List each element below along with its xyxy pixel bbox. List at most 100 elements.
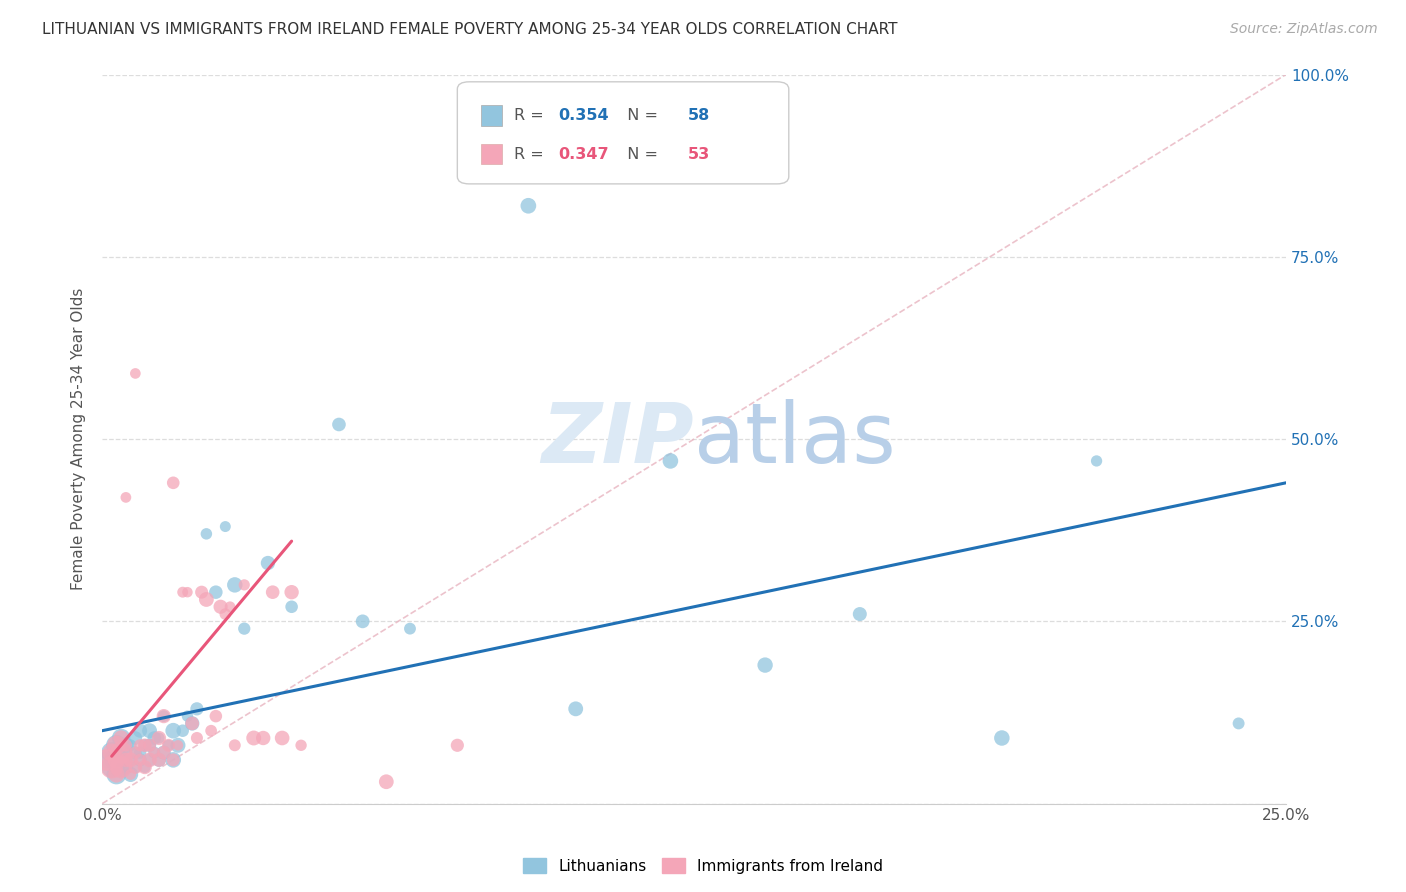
Legend: Lithuanians, Immigrants from Ireland: Lithuanians, Immigrants from Ireland bbox=[517, 852, 889, 880]
Point bbox=[152, 709, 174, 723]
Point bbox=[242, 731, 264, 745]
Point bbox=[233, 578, 256, 592]
Point bbox=[129, 746, 152, 760]
Text: 58: 58 bbox=[688, 108, 710, 123]
Text: R =: R = bbox=[515, 146, 548, 161]
Point bbox=[138, 739, 160, 753]
Text: atlas: atlas bbox=[695, 399, 896, 480]
Point bbox=[110, 731, 132, 745]
Text: 53: 53 bbox=[688, 146, 710, 161]
Bar bbox=[481, 144, 502, 164]
Point bbox=[152, 709, 174, 723]
Point bbox=[162, 753, 184, 767]
Y-axis label: Female Poverty Among 25-34 Year Olds: Female Poverty Among 25-34 Year Olds bbox=[72, 288, 86, 591]
Point bbox=[134, 739, 156, 753]
Point bbox=[115, 760, 138, 774]
Text: 0.354: 0.354 bbox=[558, 108, 609, 123]
Point bbox=[517, 199, 540, 213]
Point bbox=[124, 760, 146, 774]
Point bbox=[172, 585, 194, 599]
Point bbox=[110, 760, 132, 774]
Point bbox=[157, 739, 180, 753]
Point bbox=[100, 746, 122, 760]
Point bbox=[446, 739, 468, 753]
Point bbox=[120, 753, 142, 767]
Point bbox=[148, 731, 170, 745]
Point bbox=[233, 622, 256, 636]
Point bbox=[143, 746, 166, 760]
Point bbox=[167, 739, 190, 753]
Point bbox=[120, 767, 142, 781]
Point bbox=[105, 753, 128, 767]
Point bbox=[148, 753, 170, 767]
Point bbox=[991, 731, 1014, 745]
Point bbox=[214, 607, 236, 621]
Point bbox=[849, 607, 872, 621]
Point bbox=[110, 746, 132, 760]
Point bbox=[129, 753, 152, 767]
FancyBboxPatch shape bbox=[457, 82, 789, 184]
Point bbox=[110, 760, 132, 774]
Point bbox=[124, 731, 146, 745]
Point bbox=[257, 556, 280, 570]
Point bbox=[115, 739, 138, 753]
Point bbox=[143, 731, 166, 745]
Point bbox=[190, 585, 212, 599]
Point bbox=[105, 739, 128, 753]
Point bbox=[157, 739, 180, 753]
Point bbox=[176, 585, 198, 599]
Point bbox=[138, 753, 160, 767]
Bar bbox=[481, 105, 502, 126]
Point bbox=[105, 739, 128, 753]
Point bbox=[134, 760, 156, 774]
Point bbox=[124, 746, 146, 760]
Point bbox=[181, 716, 204, 731]
Point bbox=[105, 753, 128, 767]
Point bbox=[138, 739, 160, 753]
Point bbox=[205, 709, 228, 723]
Point bbox=[262, 585, 284, 599]
Point bbox=[105, 767, 128, 781]
Point bbox=[100, 746, 122, 760]
Point bbox=[100, 760, 122, 774]
Point bbox=[138, 723, 160, 738]
Point bbox=[280, 585, 302, 599]
Point bbox=[1085, 454, 1108, 468]
Text: ZIP: ZIP bbox=[541, 399, 695, 480]
Point bbox=[167, 739, 190, 753]
Point bbox=[172, 723, 194, 738]
Point bbox=[143, 746, 166, 760]
Point bbox=[152, 746, 174, 760]
Point bbox=[195, 526, 218, 541]
Point bbox=[129, 753, 152, 767]
Point bbox=[110, 746, 132, 760]
Point bbox=[205, 585, 228, 599]
Point bbox=[186, 731, 208, 745]
Point bbox=[96, 753, 118, 767]
Point bbox=[115, 491, 138, 505]
Point bbox=[564, 702, 586, 716]
Text: Source: ZipAtlas.com: Source: ZipAtlas.com bbox=[1230, 22, 1378, 37]
Text: 0.347: 0.347 bbox=[558, 146, 609, 161]
Point bbox=[290, 739, 312, 753]
Point bbox=[162, 475, 184, 490]
Point bbox=[134, 760, 156, 774]
Point bbox=[115, 753, 138, 767]
Point bbox=[120, 767, 142, 781]
Point bbox=[115, 753, 138, 767]
Point bbox=[181, 716, 204, 731]
Point bbox=[162, 753, 184, 767]
Text: N =: N = bbox=[617, 146, 664, 161]
Point bbox=[328, 417, 350, 432]
Point bbox=[186, 702, 208, 716]
Point bbox=[120, 739, 142, 753]
Point bbox=[214, 519, 236, 533]
Point bbox=[224, 739, 246, 753]
Point bbox=[100, 760, 122, 774]
Point bbox=[219, 599, 242, 614]
Point bbox=[176, 709, 198, 723]
Point bbox=[96, 753, 118, 767]
Point bbox=[120, 753, 142, 767]
Point bbox=[105, 767, 128, 781]
Point bbox=[148, 753, 170, 767]
